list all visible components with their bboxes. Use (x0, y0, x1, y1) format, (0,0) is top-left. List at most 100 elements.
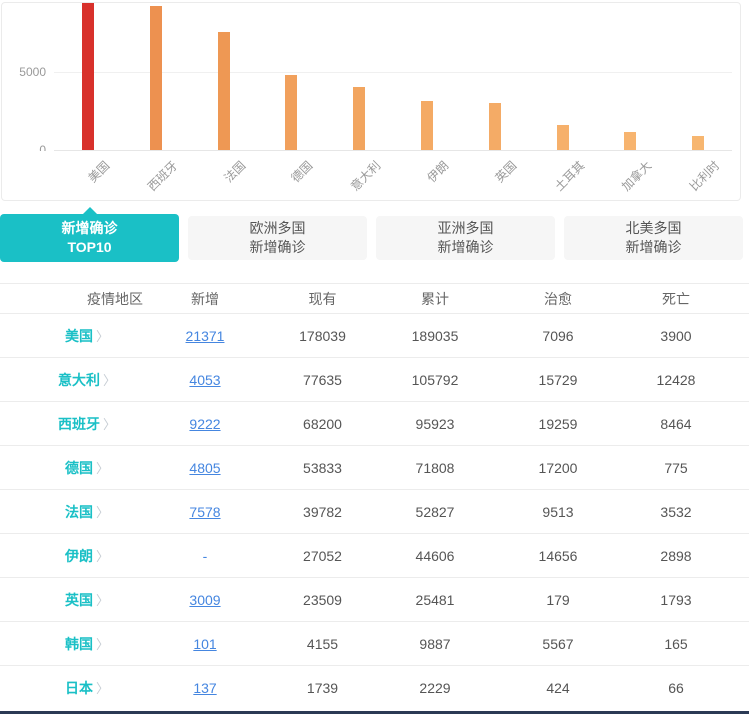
tab-欧洲多国-新增确诊[interactable]: 欧洲多国 新增确诊 (188, 216, 367, 260)
total-cases-value: 189035 (411, 327, 459, 344)
current-cases-value: 39782 (303, 503, 342, 520)
column-header-累计: 累计 (395, 283, 475, 314)
new-cases-value[interactable]: 4053 (189, 371, 221, 388)
region-link-伊朗[interactable]: 伊朗 (64, 547, 93, 564)
chevron-right-icon: 〉 (95, 680, 109, 696)
total-cases-value: 2229 (419, 679, 451, 696)
tab-新增确诊-TOP10[interactable]: 新增确诊 TOP10 (0, 207, 179, 262)
region-link-西班牙[interactable]: 西班牙 (57, 415, 100, 432)
tab-亚洲多国-新增确诊[interactable]: 亚洲多国 新增确诊 (376, 216, 555, 260)
bar-德国[interactable] (285, 75, 298, 150)
new-cases-value[interactable]: 4805 (189, 459, 221, 476)
cured-value: 9513 (542, 503, 574, 520)
deaths-value: 8464 (660, 415, 692, 432)
bar-土耳其[interactable] (556, 125, 569, 150)
new-cases-value[interactable]: 3009 (189, 591, 221, 608)
deaths-value: 2898 (660, 547, 692, 564)
table-row-西班牙: 西班牙〉 9222 68200 95923 19259 8464 (0, 402, 749, 446)
deaths-value: 3532 (660, 503, 692, 520)
deaths-value: 66 (668, 679, 684, 696)
region-link-法国[interactable]: 法国 (64, 503, 93, 520)
column-header-治愈: 治愈 (475, 283, 641, 314)
table-row-法国: 法国〉 7578 39782 52827 9513 3532 (0, 490, 749, 534)
region-link-意大利[interactable]: 意大利 (57, 371, 100, 388)
new-cases-value: - (202, 547, 208, 564)
cured-value: 7096 (542, 327, 574, 344)
table-row-英国: 英国〉 3009 23509 25481 179 1793 (0, 578, 749, 622)
gridline-5000 (54, 72, 732, 73)
bar-比利时[interactable] (692, 136, 705, 150)
y-axis-tick-5000: 5000 (19, 65, 46, 79)
tab-北美多国-新增确诊[interactable]: 北美多国 新增确诊 (564, 216, 743, 260)
x-axis-label-意大利: 意大利 (348, 158, 384, 194)
cured-value: 14656 (538, 547, 578, 564)
current-cases-value: 77635 (303, 371, 342, 388)
bar-美国[interactable] (82, 3, 94, 150)
active-tab-notch-icon (82, 207, 97, 214)
bar-伊朗[interactable] (421, 101, 433, 150)
x-axis-label-加拿大: 加拿大 (619, 158, 655, 194)
total-cases-value: 105792 (411, 371, 459, 388)
tab-label-line1: 北美多国 (625, 220, 682, 236)
chevron-right-icon: 〉 (95, 328, 109, 344)
new-cases-value[interactable]: 137 (193, 679, 217, 696)
tab-label-line1: 欧洲多国 (249, 220, 306, 236)
region-link-日本[interactable]: 日本 (64, 679, 93, 696)
next-section-top-edge (0, 711, 749, 714)
region-link-英国[interactable]: 英国 (64, 591, 93, 608)
total-cases-value: 25481 (415, 591, 455, 608)
table-row-韩国: 韩国〉 101 4155 9887 5567 165 (0, 622, 749, 666)
new-cases-value[interactable]: 7578 (189, 503, 221, 520)
x-axis-label-伊朗: 伊朗 (424, 158, 452, 186)
bar-西班牙[interactable] (149, 6, 162, 150)
table-body: 美国〉 21371 178039 189035 7096 3900 意大利〉 4053 7763… (0, 314, 749, 710)
chevron-right-icon: 〉 (102, 416, 116, 432)
table-row-日本: 日本〉 137 1739 2229 424 66 (0, 666, 749, 710)
x-axis-label-英国: 英国 (492, 158, 520, 186)
current-cases-value: 27052 (303, 547, 342, 564)
x-axis-label-西班牙: 西班牙 (144, 158, 181, 194)
total-cases-value: 9887 (419, 635, 451, 652)
new-cases-top10-chart-card: 0 5000 美国 西班牙 法国 德国 意大利 伊朗 英国 土耳其 加拿大 比利时 (1, 2, 741, 201)
tab-label-line2: 新增确诊 (625, 239, 682, 255)
deaths-value: 165 (664, 635, 688, 652)
table-row-意大利: 意大利〉 4053 77635 105792 15729 12428 (0, 358, 749, 402)
current-cases-value: 68200 (303, 415, 342, 432)
tab-label-line2: TOP10 (67, 239, 112, 255)
x-axis-label-德国: 德国 (288, 158, 316, 186)
total-cases-value: 95923 (415, 415, 455, 432)
total-cases-value: 44606 (415, 547, 455, 564)
total-cases-value: 71808 (415, 459, 455, 476)
bar-英国[interactable] (488, 103, 501, 150)
x-axis-line (54, 150, 732, 151)
column-header-新增: 新增 (160, 283, 250, 314)
chevron-right-icon: 〉 (95, 548, 109, 564)
bar-法国[interactable] (217, 32, 230, 150)
chevron-right-icon: 〉 (95, 592, 109, 608)
deaths-value: 1793 (660, 591, 692, 608)
cured-value: 19259 (538, 415, 578, 432)
column-header-疫情地区: 疫情地区 (0, 283, 160, 314)
new-cases-value[interactable]: 101 (193, 635, 217, 652)
table-header-row: 疫情地区 新增 现有 累计 治愈 死亡 (0, 283, 749, 314)
x-axis-label-比利时: 比利时 (687, 158, 723, 194)
table-row-美国: 美国〉 21371 178039 189035 7096 3900 (0, 314, 749, 358)
tab-bar: 新增确诊 TOP10 欧洲多国 新增确诊 亚洲多国 新增确诊 北美多国 新增确诊 (0, 207, 749, 263)
current-cases-value: 1739 (306, 679, 339, 696)
column-header-死亡: 死亡 (641, 283, 711, 314)
new-cases-value[interactable]: 21371 (185, 327, 225, 344)
tab-label-line2: 新增确诊 (437, 239, 494, 255)
bar-意大利[interactable] (353, 87, 366, 150)
y-axis-tick-0: 0 (39, 143, 46, 151)
region-link-美国[interactable]: 美国 (64, 327, 93, 344)
new-cases-value[interactable]: 9222 (189, 415, 221, 432)
bar-加拿大[interactable] (624, 132, 637, 150)
region-link-德国[interactable]: 德国 (64, 459, 93, 476)
cured-value: 424 (546, 679, 570, 696)
tab-label-line1: 新增确诊 (61, 220, 118, 236)
current-cases-value: 53833 (303, 459, 342, 476)
current-cases-value: 23509 (303, 591, 342, 608)
region-link-韩国[interactable]: 韩国 (64, 635, 93, 652)
deaths-value: 3900 (660, 327, 692, 344)
x-axis-label-法国: 法国 (221, 158, 248, 186)
